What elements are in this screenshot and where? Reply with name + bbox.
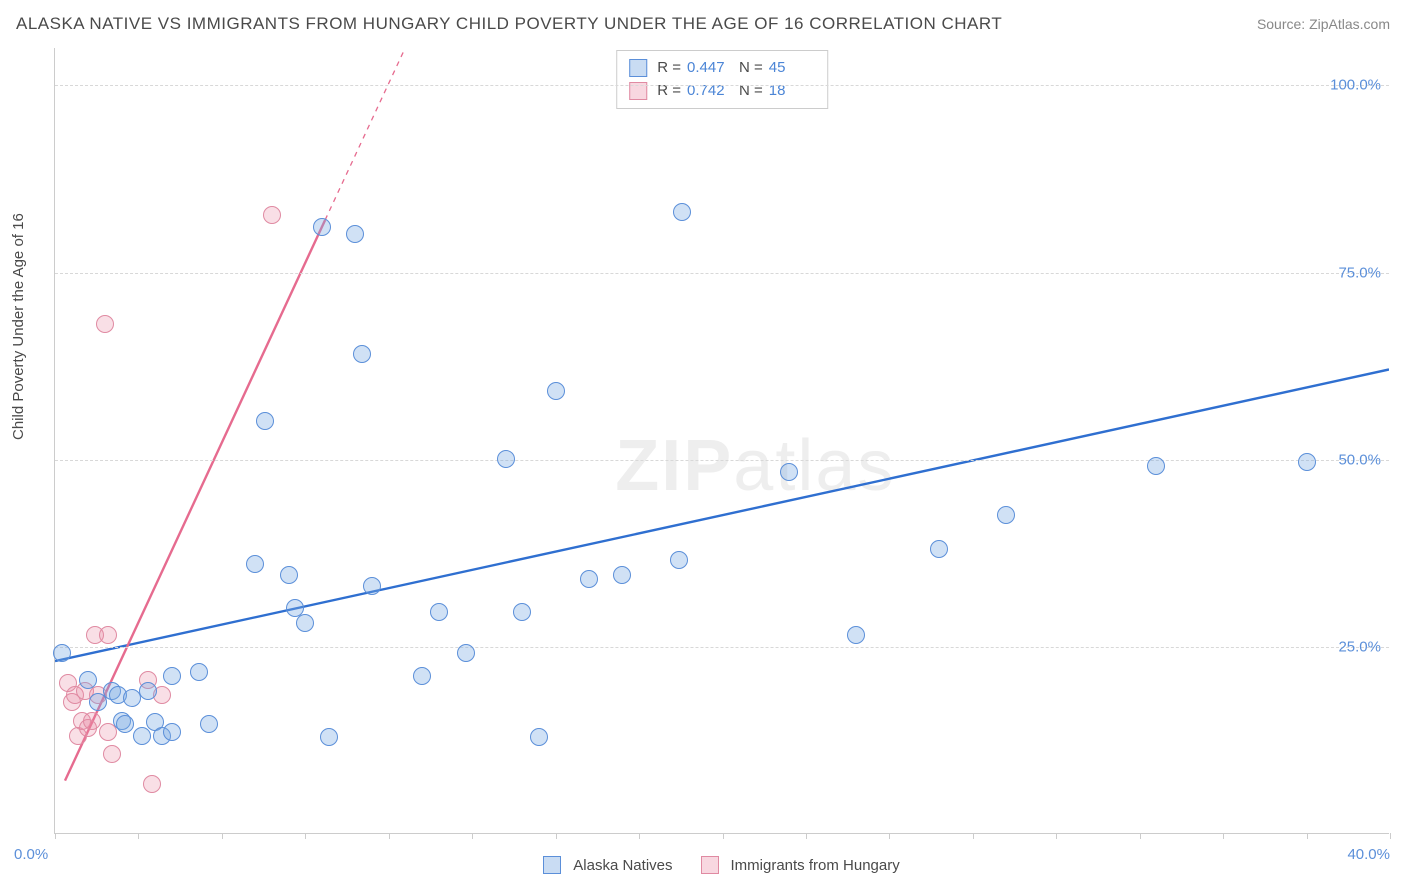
legend-item-pink: Immigrants from Hungary xyxy=(701,856,900,874)
x-tick xyxy=(806,833,807,839)
y-tick-label: 100.0% xyxy=(1330,77,1381,94)
swatch-blue-icon xyxy=(543,856,561,874)
data-point-pink xyxy=(263,206,281,224)
swatch-blue-icon xyxy=(629,59,647,77)
data-point-blue xyxy=(457,644,475,662)
legend-item-blue: Alaska Natives xyxy=(543,856,672,874)
data-point-blue xyxy=(79,671,97,689)
legend-stats-row-pink: R = 0.742 N = 18 xyxy=(629,80,815,103)
n-value-blue: 45 xyxy=(769,57,815,80)
x-tick xyxy=(472,833,473,839)
watermark-rest: atlas xyxy=(733,426,895,506)
data-point-blue xyxy=(353,345,371,363)
x-tick xyxy=(305,833,306,839)
data-point-pink xyxy=(99,626,117,644)
n-value-pink: 18 xyxy=(769,80,815,103)
x-tick xyxy=(639,833,640,839)
data-point-blue xyxy=(53,644,71,662)
data-point-blue xyxy=(163,723,181,741)
data-point-blue xyxy=(363,577,381,595)
x-tick xyxy=(556,833,557,839)
data-point-blue xyxy=(139,682,157,700)
x-tick-label-right: 40.0% xyxy=(1347,846,1390,863)
x-tick xyxy=(55,833,56,839)
x-tick xyxy=(1307,833,1308,839)
n-label: N = xyxy=(739,57,763,80)
data-point-blue xyxy=(780,463,798,481)
grid-line-h xyxy=(55,460,1389,461)
x-tick xyxy=(1140,833,1141,839)
data-point-blue xyxy=(513,603,531,621)
x-tick xyxy=(389,833,390,839)
data-point-blue xyxy=(163,667,181,685)
data-point-blue xyxy=(256,412,274,430)
data-point-blue xyxy=(580,570,598,588)
r-value-pink: 0.742 xyxy=(687,80,733,103)
data-point-blue xyxy=(847,626,865,644)
x-tick xyxy=(222,833,223,839)
data-point-blue xyxy=(190,663,208,681)
data-point-blue xyxy=(1147,457,1165,475)
r-value-blue: 0.447 xyxy=(687,57,733,80)
data-point-blue xyxy=(280,566,298,584)
grid-line-h xyxy=(55,85,1389,86)
legend-stats-row-blue: R = 0.447 N = 45 xyxy=(629,57,815,80)
legend-label-pink: Immigrants from Hungary xyxy=(731,857,900,874)
scatter-plot-area: ZIPatlas R = 0.447 N = 45 R = 0.742 N = … xyxy=(54,48,1389,834)
data-point-blue xyxy=(123,689,141,707)
data-point-pink xyxy=(83,712,101,730)
y-axis-label: Child Poverty Under the Age of 16 xyxy=(10,213,27,440)
watermark-bold: ZIP xyxy=(615,426,733,506)
chart-title: ALASKA NATIVE VS IMMIGRANTS FROM HUNGARY… xyxy=(16,14,1002,34)
chart-source: Source: ZipAtlas.com xyxy=(1257,16,1390,32)
data-point-pink xyxy=(96,315,114,333)
data-point-blue xyxy=(346,225,364,243)
data-point-blue xyxy=(530,728,548,746)
y-tick-label: 75.0% xyxy=(1338,264,1381,281)
data-point-blue xyxy=(673,203,691,221)
trend-line-blue xyxy=(55,369,1389,661)
data-point-blue xyxy=(116,715,134,733)
legend-series-bottom: Alaska Natives Immigrants from Hungary xyxy=(54,856,1389,874)
r-label: R = xyxy=(657,80,681,103)
data-point-blue xyxy=(320,728,338,746)
data-point-blue xyxy=(296,614,314,632)
data-point-blue xyxy=(1298,453,1316,471)
data-point-blue xyxy=(133,727,151,745)
trend-line-pink-dashed xyxy=(325,48,405,220)
swatch-pink-icon xyxy=(701,856,719,874)
legend-stats-box: R = 0.447 N = 45 R = 0.742 N = 18 xyxy=(616,50,828,109)
data-point-blue xyxy=(413,667,431,685)
data-point-blue xyxy=(547,382,565,400)
data-point-blue xyxy=(497,450,515,468)
y-tick-label: 25.0% xyxy=(1338,638,1381,655)
y-tick-label: 50.0% xyxy=(1338,451,1381,468)
data-point-blue xyxy=(430,603,448,621)
watermark: ZIPatlas xyxy=(615,425,895,507)
legend-label-blue: Alaska Natives xyxy=(573,857,672,874)
n-label: N = xyxy=(739,80,763,103)
chart-header: ALASKA NATIVE VS IMMIGRANTS FROM HUNGARY… xyxy=(16,14,1390,34)
x-tick xyxy=(1390,833,1391,839)
data-point-blue xyxy=(313,218,331,236)
data-point-blue xyxy=(200,715,218,733)
x-tick xyxy=(1223,833,1224,839)
x-tick-label-left: 0.0% xyxy=(14,846,48,863)
data-point-blue xyxy=(670,551,688,569)
data-point-pink xyxy=(143,775,161,793)
x-tick xyxy=(889,833,890,839)
x-tick xyxy=(1056,833,1057,839)
r-label: R = xyxy=(657,57,681,80)
x-tick xyxy=(973,833,974,839)
data-point-blue xyxy=(246,555,264,573)
trend-lines-svg xyxy=(55,48,1389,833)
data-point-blue xyxy=(613,566,631,584)
grid-line-h xyxy=(55,647,1389,648)
data-point-blue xyxy=(997,506,1015,524)
grid-line-h xyxy=(55,273,1389,274)
x-tick xyxy=(138,833,139,839)
data-point-blue xyxy=(930,540,948,558)
data-point-pink xyxy=(103,745,121,763)
x-tick xyxy=(723,833,724,839)
